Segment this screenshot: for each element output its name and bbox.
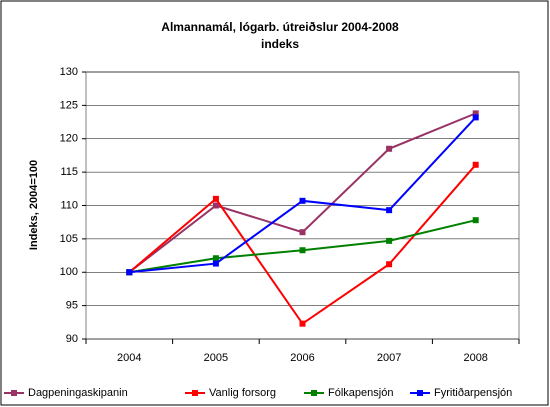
marker: [212, 195, 219, 202]
y-tick-label: 110: [60, 199, 78, 211]
legend-label: Vanlig forsorg: [209, 387, 276, 399]
y-tick-label: 120: [60, 133, 78, 145]
marker: [472, 217, 479, 224]
y-tick-label: 95: [66, 300, 78, 312]
marker: [299, 320, 306, 327]
legend-label: Dagpeningaskipanin: [28, 387, 128, 399]
marker: [212, 202, 219, 209]
marker: [386, 145, 393, 152]
legend-label: Fyritiðarpensjón: [434, 387, 512, 399]
marker: [386, 237, 393, 244]
legend-marker: [311, 390, 317, 396]
chart-title: Almannamál, lógarb. útreiðslur 2004-2008: [161, 20, 399, 34]
y-tick-label: 130: [60, 66, 78, 78]
legend-label: Fólkapensjón: [328, 387, 393, 399]
marker: [126, 269, 133, 276]
x-tick-label: 2008: [463, 352, 487, 364]
x-tick-label: 2007: [377, 352, 401, 364]
y-tick-label: 90: [66, 333, 78, 345]
marker: [472, 114, 479, 121]
y-tick-label: 125: [60, 99, 78, 111]
marker: [386, 207, 393, 214]
y-tick-label: 100: [60, 266, 78, 278]
marker: [299, 197, 306, 204]
x-tick-label: 2004: [117, 352, 141, 364]
marker: [386, 261, 393, 268]
y-tick-label: 115: [60, 166, 78, 178]
marker: [212, 255, 219, 262]
x-tick-label: 2006: [290, 352, 314, 364]
marker: [299, 229, 306, 236]
chart-subtitle: indeks: [261, 37, 299, 51]
marker: [299, 247, 306, 254]
legend-marker: [11, 390, 17, 396]
marker: [472, 110, 479, 117]
marker: [212, 260, 219, 267]
y-tick-label: 105: [60, 233, 78, 245]
marker: [472, 161, 479, 168]
legend-marker: [192, 390, 198, 396]
legend-marker: [417, 390, 423, 396]
y-axis-title: Indeks, 2004=100: [28, 160, 40, 250]
x-tick-label: 2005: [204, 352, 228, 364]
